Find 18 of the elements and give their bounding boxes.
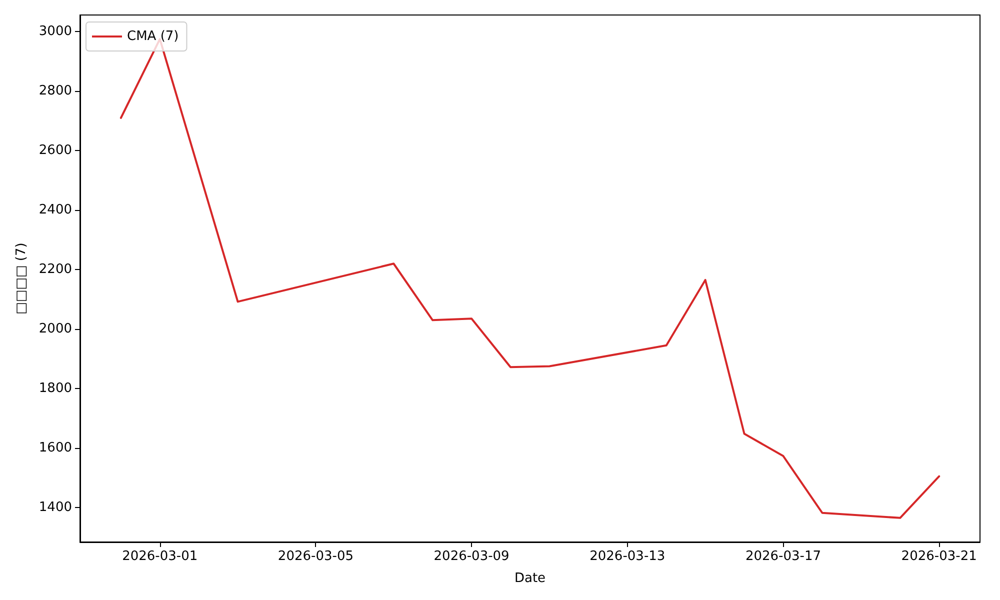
x-tick-label: 2026-03-09 bbox=[434, 549, 510, 564]
y-tick-label: 3000 bbox=[38, 24, 72, 40]
legend-label: CMA (7) bbox=[127, 29, 179, 44]
x-tick-label: 2026-03-01 bbox=[122, 549, 198, 564]
x-tick-label: 2026-03-13 bbox=[590, 549, 666, 564]
x-tick-label: 2026-03-17 bbox=[745, 549, 822, 564]
y-tick-label: 1800 bbox=[38, 381, 72, 396]
y-tick-label: 2000 bbox=[38, 322, 72, 337]
y-tick-label: 2200 bbox=[38, 262, 72, 278]
y-tick-label: 2600 bbox=[38, 143, 72, 158]
y-tick-label: 2400 bbox=[38, 202, 72, 218]
x-tick-label: 2026-03-21 bbox=[901, 549, 977, 564]
y-tick-label: 2800 bbox=[38, 84, 72, 99]
x-tick-label: 2026-03-05 bbox=[278, 549, 354, 564]
y-tick-label: 1600 bbox=[38, 440, 72, 456]
x-axis-title: Date bbox=[514, 571, 546, 586]
y-axis-title: □□□□ (7) bbox=[14, 242, 29, 314]
y-tick-label: 1400 bbox=[38, 500, 72, 515]
